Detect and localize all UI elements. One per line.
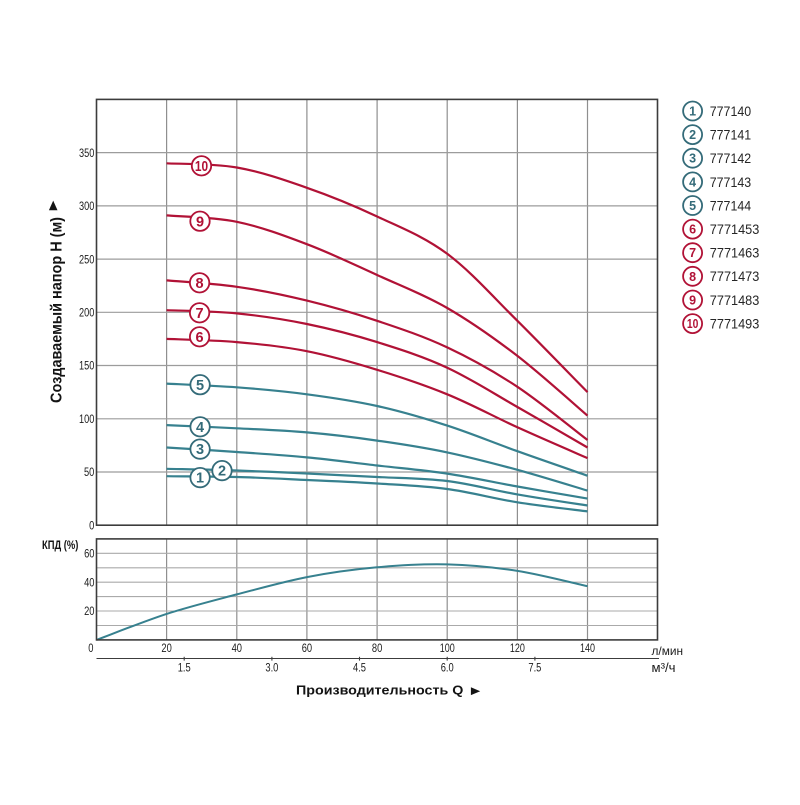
svg-text:7.5: 7.5: [528, 662, 541, 674]
svg-text:8: 8: [689, 270, 696, 284]
svg-text:9: 9: [689, 294, 696, 308]
svg-text:3: 3: [196, 442, 204, 458]
svg-text:100: 100: [440, 643, 455, 655]
svg-text:1.5: 1.5: [178, 662, 191, 674]
svg-text:3: 3: [689, 152, 696, 166]
svg-text:2: 2: [218, 464, 226, 480]
svg-text:5: 5: [689, 199, 696, 213]
svg-text:9: 9: [196, 214, 204, 230]
svg-text:300: 300: [79, 201, 94, 213]
svg-text:0: 0: [88, 643, 93, 655]
svg-text:777141: 777141: [710, 128, 751, 143]
svg-text:1: 1: [689, 105, 696, 119]
svg-text:60: 60: [302, 643, 312, 655]
svg-text:л/мин: л/мин: [652, 644, 684, 658]
svg-text:40: 40: [84, 577, 94, 589]
svg-text:120: 120: [510, 643, 525, 655]
svg-text:7771453: 7771453: [710, 222, 760, 237]
svg-text:80: 80: [372, 643, 382, 655]
svg-text:350: 350: [79, 148, 94, 160]
svg-text:40: 40: [232, 643, 242, 655]
svg-text:КПД (%): КПД (%): [42, 540, 79, 552]
svg-text:4: 4: [689, 175, 696, 189]
svg-text:м³/ч: м³/ч: [652, 661, 676, 675]
svg-text:5: 5: [196, 378, 204, 394]
svg-text:8: 8: [196, 276, 204, 292]
svg-text:Создаваемый напор Н (м): Создаваемый напор Н (м): [49, 217, 66, 403]
svg-text:100: 100: [79, 414, 94, 426]
svg-text:140: 140: [580, 643, 595, 655]
svg-text:6: 6: [689, 223, 696, 237]
svg-text:250: 250: [79, 254, 94, 266]
svg-text:Производительность Q: Производительность Q: [296, 683, 463, 698]
svg-text:0: 0: [89, 521, 94, 533]
svg-text:50: 50: [84, 467, 94, 479]
svg-text:2: 2: [689, 128, 696, 142]
svg-text:20: 20: [161, 643, 171, 655]
svg-text:150: 150: [79, 361, 94, 373]
svg-text:60: 60: [84, 549, 94, 561]
svg-text:7771473: 7771473: [710, 269, 760, 284]
svg-text:777143: 777143: [710, 175, 752, 190]
svg-text:7771463: 7771463: [710, 246, 760, 261]
svg-text:6.0: 6.0: [441, 662, 454, 674]
svg-text:10: 10: [687, 317, 699, 331]
svg-text:4: 4: [196, 420, 204, 436]
svg-text:7771493: 7771493: [710, 317, 760, 332]
svg-text:3.0: 3.0: [265, 662, 278, 674]
svg-text:777140: 777140: [710, 104, 752, 119]
svg-text:7771483: 7771483: [710, 293, 760, 308]
svg-text:10: 10: [195, 159, 208, 175]
svg-text:777142: 777142: [710, 151, 751, 166]
svg-text:777144: 777144: [710, 198, 752, 213]
svg-text:1: 1: [196, 471, 204, 487]
svg-text:7: 7: [196, 306, 204, 322]
svg-text:6: 6: [196, 330, 204, 346]
svg-text:7: 7: [689, 246, 696, 260]
svg-text:200: 200: [79, 308, 94, 320]
svg-text:20: 20: [84, 606, 94, 618]
svg-text:4.5: 4.5: [353, 662, 366, 674]
